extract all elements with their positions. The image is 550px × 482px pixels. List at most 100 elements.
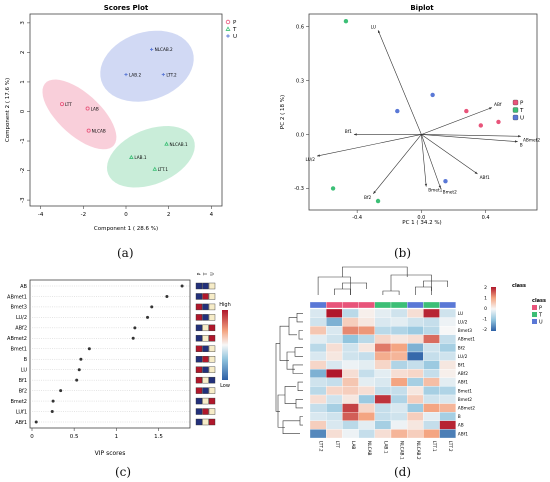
heat-cell	[390, 377, 408, 387]
colorbar-tick: 1	[484, 296, 487, 302]
group-cell	[208, 408, 216, 415]
group-cell	[208, 293, 216, 300]
group-cell	[208, 324, 216, 332]
heat-cell	[342, 308, 359, 318]
row-label: Bmet3	[458, 328, 472, 334]
legend-title-2: class	[532, 298, 546, 304]
score-point	[443, 179, 448, 184]
heat-cell	[390, 420, 408, 430]
heat-cell	[358, 386, 375, 396]
arrowhead	[438, 185, 441, 189]
heat-cell	[423, 403, 440, 413]
scores-plot: Scores Plot Component 1 ( 28.6 %) Compon…	[5, 4, 237, 232]
score-point	[161, 72, 165, 77]
heat-cell	[358, 326, 375, 335]
group-cell	[202, 345, 209, 352]
column-label: LTT.2	[318, 441, 324, 452]
group-cell	[208, 366, 216, 373]
heat-cell	[309, 308, 327, 318]
row-label: AB	[458, 423, 464, 429]
heat-cell	[439, 386, 456, 396]
dendro-link	[294, 347, 303, 357]
heat-cell	[407, 343, 424, 353]
heat-cell	[407, 308, 424, 318]
vip-point	[131, 336, 135, 340]
plot-frame	[308, 13, 538, 211]
heat-cell	[390, 429, 408, 439]
arrowhead	[518, 135, 521, 138]
heat-cell	[390, 403, 408, 413]
x-tick-label: 2	[167, 212, 171, 218]
caption-b: (b)	[394, 246, 412, 260]
heat-cell	[423, 360, 440, 370]
row-label: Bmet1	[458, 388, 472, 394]
row-label: ABmet2	[458, 406, 475, 412]
group-cell	[195, 335, 203, 342]
vip-point	[165, 294, 169, 298]
heat-cell	[358, 394, 375, 404]
heat-cell	[390, 386, 408, 396]
heat-cell	[342, 412, 359, 421]
x-tick-label: 1	[115, 434, 119, 440]
heat-cell	[423, 377, 440, 387]
heat-cell	[309, 386, 327, 396]
heat-cell	[309, 420, 327, 430]
y-tick-label: 0.0	[296, 132, 304, 138]
row-label: ABf2	[15, 326, 27, 332]
group-cell	[202, 335, 209, 342]
heat-cell	[407, 360, 424, 370]
caption-a: (a)	[117, 246, 134, 260]
heat-cell	[309, 369, 327, 378]
column-dendrogram	[317, 266, 448, 295]
group-cell	[195, 293, 203, 300]
colorbar-tick: 0	[484, 306, 487, 312]
legend-swatch-T	[532, 312, 537, 317]
column-label: LTT	[334, 441, 340, 448]
score-point	[152, 166, 158, 171]
heat-cell	[342, 403, 359, 413]
group-cell	[208, 303, 216, 311]
score-point	[86, 128, 91, 133]
legend-label: T	[232, 27, 237, 33]
score-points	[330, 18, 501, 204]
heat-cell	[374, 351, 392, 361]
x-tick-label: 0.4	[482, 215, 490, 221]
heat-cell	[374, 317, 392, 327]
x-tick-label: 4	[210, 212, 214, 218]
vip-point	[50, 410, 54, 414]
legend-swatch-P	[532, 305, 537, 310]
legend-label: U	[539, 320, 543, 326]
heat-cell	[358, 308, 375, 318]
heat-cell	[439, 334, 456, 344]
point-label: NLCAB.1	[170, 142, 188, 147]
legend-label: P	[539, 306, 542, 312]
group-cell	[195, 366, 203, 373]
scale-high-label: High	[219, 302, 231, 308]
group-cell	[195, 282, 203, 290]
heat-cell	[423, 326, 440, 335]
heat-cell	[358, 343, 375, 353]
heat-cell	[439, 308, 456, 318]
heat-cell	[326, 394, 343, 404]
row-label: ABf1	[15, 420, 27, 426]
group-cell	[195, 397, 203, 405]
column-label: NLCAB	[366, 441, 372, 456]
group-cell	[202, 397, 209, 405]
row-label: Bf1	[19, 378, 27, 384]
column-label: LAB	[350, 441, 356, 449]
dendro-link	[342, 266, 408, 277]
heat-cell	[439, 429, 456, 439]
vip-point	[59, 389, 63, 393]
x-tick-label: 1.5	[154, 434, 163, 440]
x-axis-label: VIP scores	[95, 450, 126, 457]
loading-arrow	[421, 134, 441, 189]
row-dendrogram	[275, 313, 303, 434]
group-cell	[202, 387, 209, 394]
row-label: Bmet2	[458, 397, 472, 403]
x-tick-label: 0	[124, 212, 128, 218]
heat-cell	[374, 369, 392, 378]
heat-cell	[407, 412, 424, 421]
heat-cell	[309, 394, 327, 404]
heat-cell	[358, 351, 375, 361]
class-annotation-bar	[309, 301, 456, 309]
